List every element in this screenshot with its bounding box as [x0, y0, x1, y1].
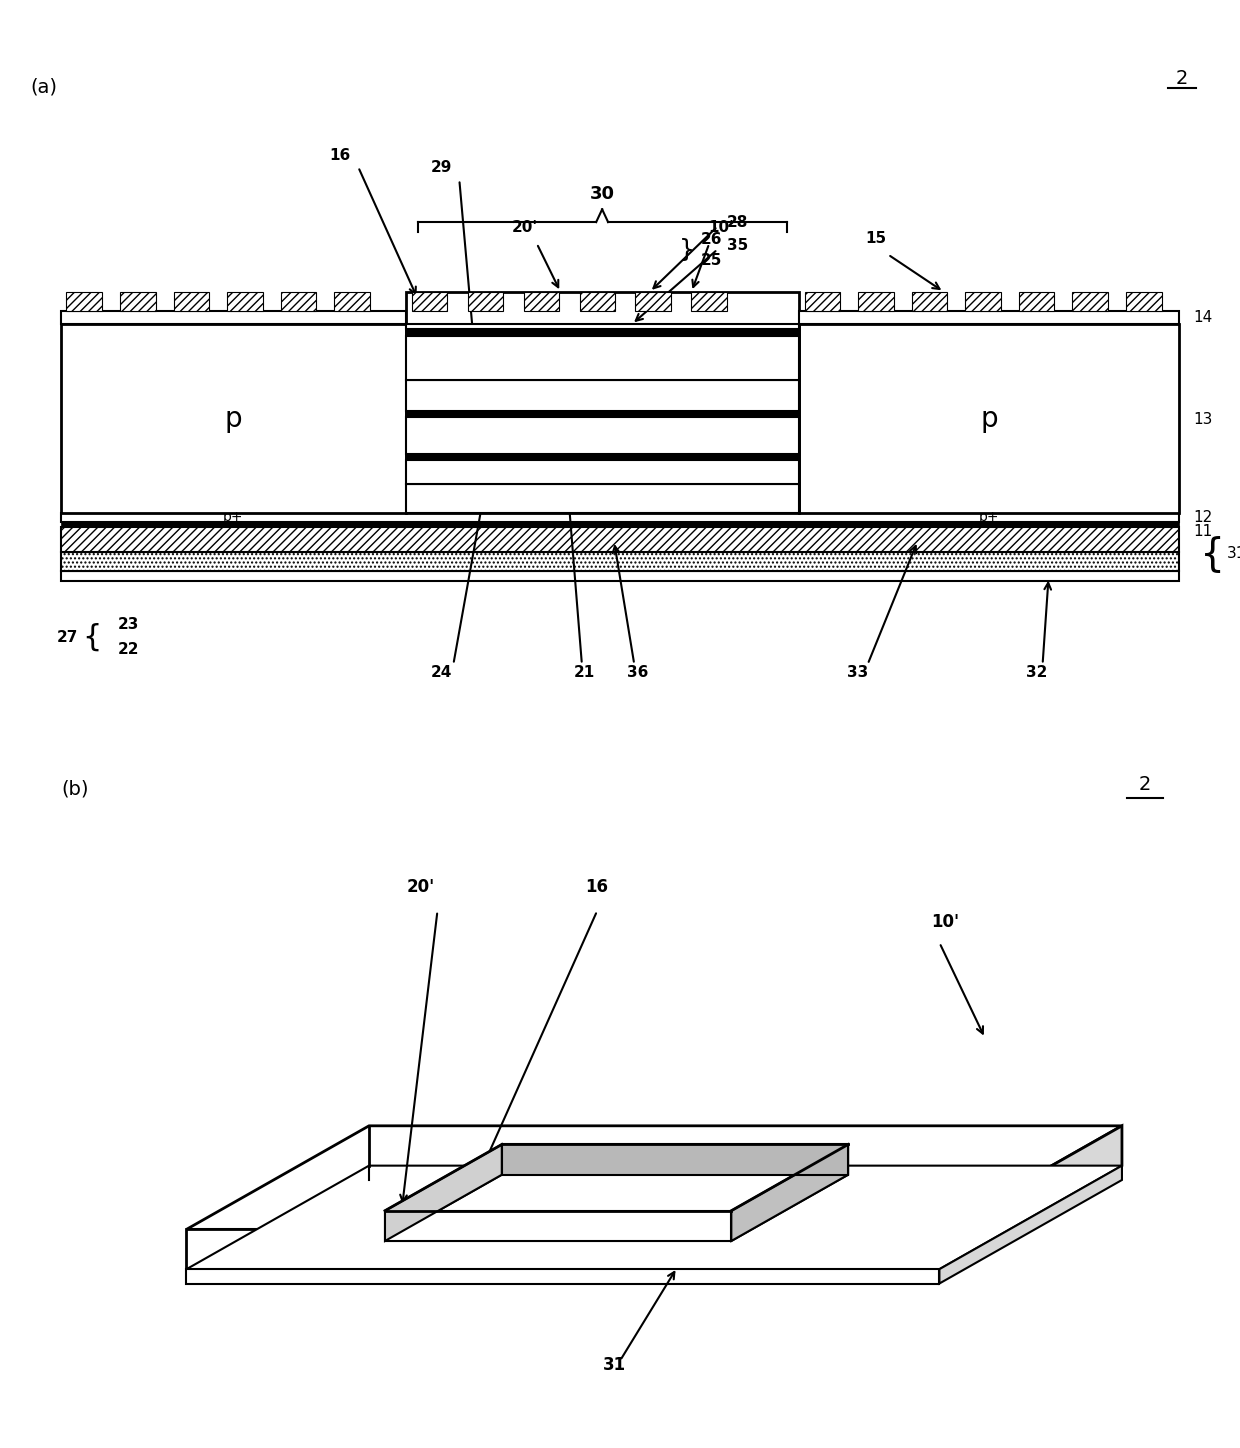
Text: 14: 14 [1194, 310, 1213, 324]
Bar [67, 292, 102, 310]
Text: n: n [596, 349, 608, 368]
Text: p: p [596, 489, 608, 508]
Text: 32: 32 [1025, 666, 1048, 681]
Text: 13: 13 [1194, 411, 1213, 427]
Text: p: p [596, 427, 608, 445]
Polygon shape [384, 1211, 732, 1241]
Bar [635, 292, 671, 310]
Bar [405, 484, 799, 513]
Text: 26: 26 [701, 232, 723, 246]
Text: 24: 24 [430, 666, 453, 681]
Bar [405, 460, 799, 484]
Text: }: } [1192, 534, 1216, 572]
Polygon shape [186, 1127, 1122, 1229]
Polygon shape [502, 1144, 848, 1174]
Text: n: n [228, 310, 238, 324]
Bar [1073, 292, 1109, 310]
Text: 23: 23 [118, 617, 139, 631]
Text: 36: 36 [627, 666, 649, 681]
Bar [405, 417, 799, 455]
Bar [405, 455, 799, 460]
Text: 16: 16 [585, 879, 609, 896]
Text: 27: 27 [57, 630, 78, 644]
Text: 35: 35 [727, 239, 749, 253]
Bar [405, 329, 799, 336]
Text: 10': 10' [708, 220, 734, 235]
Text: p+: p+ [223, 510, 243, 524]
Bar [799, 310, 1179, 324]
Text: p+: p+ [978, 510, 999, 524]
Text: 31: 31 [1228, 546, 1240, 560]
Text: }: } [680, 237, 694, 262]
Text: n: n [596, 387, 608, 404]
Polygon shape [940, 1166, 1122, 1283]
Bar [692, 292, 727, 310]
Bar [467, 292, 503, 310]
Text: (b): (b) [61, 779, 88, 798]
Text: 2: 2 [1138, 776, 1151, 795]
Bar [799, 324, 1179, 513]
Text: 21: 21 [574, 666, 595, 681]
Bar [405, 292, 799, 513]
Bar [965, 292, 1001, 310]
Polygon shape [186, 1166, 1122, 1268]
Text: 25: 25 [701, 253, 723, 268]
Polygon shape [186, 1268, 940, 1283]
Text: 20': 20' [407, 879, 434, 896]
Bar [61, 571, 1179, 581]
Text: 29: 29 [430, 161, 453, 175]
Text: p: p [224, 405, 242, 433]
Bar [280, 292, 316, 310]
Bar [120, 292, 156, 310]
Bar [61, 527, 1179, 552]
Polygon shape [732, 1144, 848, 1241]
Bar [579, 292, 615, 310]
Text: n: n [596, 463, 608, 481]
Bar [1126, 292, 1162, 310]
Bar [61, 310, 405, 324]
Bar [335, 292, 370, 310]
Text: 16: 16 [330, 148, 351, 162]
Text: 33: 33 [847, 666, 869, 681]
Text: 2: 2 [1176, 70, 1188, 88]
Bar [911, 292, 947, 310]
Polygon shape [940, 1127, 1122, 1268]
Text: 11: 11 [1194, 524, 1213, 539]
Bar [523, 292, 559, 310]
Text: 15: 15 [866, 230, 887, 246]
Bar [412, 292, 448, 310]
Text: 12: 12 [1194, 510, 1213, 524]
Bar [405, 381, 799, 411]
Bar [405, 324, 799, 329]
Bar [805, 292, 841, 310]
Text: (a): (a) [31, 78, 58, 97]
Bar [405, 336, 799, 381]
Text: {: { [82, 623, 102, 652]
Bar [61, 552, 1179, 571]
Text: 31: 31 [603, 1357, 626, 1374]
Bar [174, 292, 210, 310]
Text: 10': 10' [931, 912, 960, 931]
Text: 28: 28 [727, 214, 749, 230]
Bar [61, 513, 1179, 521]
Bar [61, 521, 1179, 527]
Text: p: p [980, 405, 998, 433]
Bar [1019, 292, 1054, 310]
Bar [227, 292, 263, 310]
Bar [61, 324, 405, 513]
Bar [405, 411, 799, 417]
Polygon shape [384, 1174, 848, 1241]
Text: 20': 20' [512, 220, 538, 235]
Polygon shape [384, 1144, 502, 1241]
Text: 22: 22 [118, 643, 139, 657]
Polygon shape [186, 1229, 940, 1268]
Text: 30: 30 [590, 185, 615, 203]
Text: n: n [985, 310, 993, 324]
Bar [858, 292, 894, 310]
